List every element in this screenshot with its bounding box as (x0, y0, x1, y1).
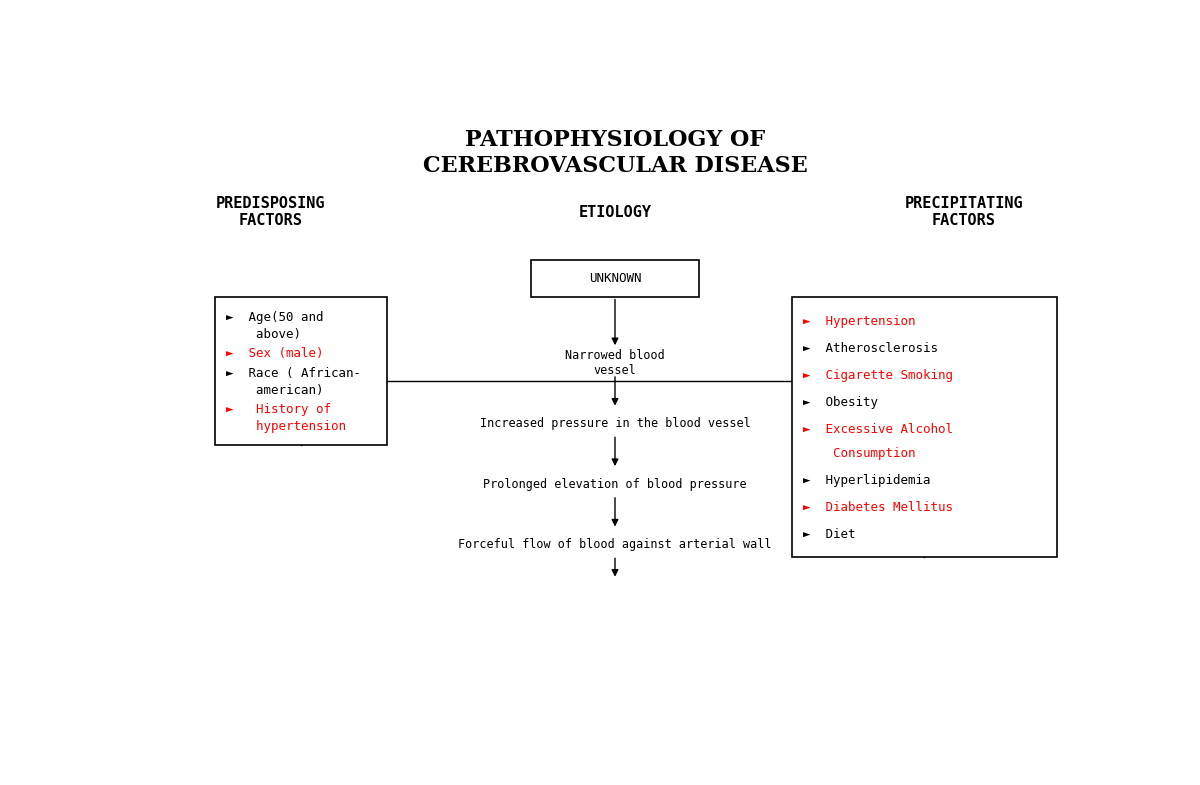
Text: Narrowed blood
vessel: Narrowed blood vessel (565, 349, 665, 377)
Text: ►  Hyperlipidemia: ► Hyperlipidemia (803, 474, 930, 487)
Text: american): american) (227, 384, 324, 396)
Text: ETIOLOGY: ETIOLOGY (578, 205, 652, 220)
Text: ►  Age(50 and: ► Age(50 and (227, 311, 324, 324)
Text: ►  Hypertension: ► Hypertension (803, 316, 916, 328)
Text: ►  Race ( African-: ► Race ( African- (227, 367, 361, 380)
Text: ►  Diet: ► Diet (803, 528, 856, 541)
Text: ►   History of: ► History of (227, 403, 331, 416)
Text: hypertension: hypertension (227, 420, 347, 433)
Text: UNKNOWN: UNKNOWN (589, 272, 641, 285)
Text: ►  Diabetes Mellitus: ► Diabetes Mellitus (803, 501, 953, 514)
Text: above): above) (227, 328, 301, 341)
Text: PRECIPITATING
FACTORS: PRECIPITATING FACTORS (905, 196, 1024, 228)
Text: CEREBROVASCULAR DISEASE: CEREBROVASCULAR DISEASE (422, 155, 808, 177)
Bar (532, 261, 698, 297)
Text: Increased pressure in the blood vessel: Increased pressure in the blood vessel (480, 417, 750, 430)
Text: Forceful flow of blood against arterial wall: Forceful flow of blood against arterial … (458, 538, 772, 551)
Text: Prolonged elevation of blood pressure: Prolonged elevation of blood pressure (484, 477, 746, 491)
Text: Consumption: Consumption (803, 447, 916, 460)
Bar (792, 297, 1057, 557)
Text: ►  Sex (male): ► Sex (male) (227, 348, 324, 360)
Text: PATHOPHYSIOLOGY OF: PATHOPHYSIOLOGY OF (464, 129, 766, 151)
Bar (215, 297, 388, 445)
Text: ►  Cigarette Smoking: ► Cigarette Smoking (803, 369, 953, 382)
Text: ►  Obesity: ► Obesity (803, 396, 878, 409)
Text: ►  Atherosclerosis: ► Atherosclerosis (803, 342, 938, 356)
Text: PREDISPOSING
FACTORS: PREDISPOSING FACTORS (216, 196, 325, 228)
Text: ►  Excessive Alcohol: ► Excessive Alcohol (803, 423, 953, 436)
